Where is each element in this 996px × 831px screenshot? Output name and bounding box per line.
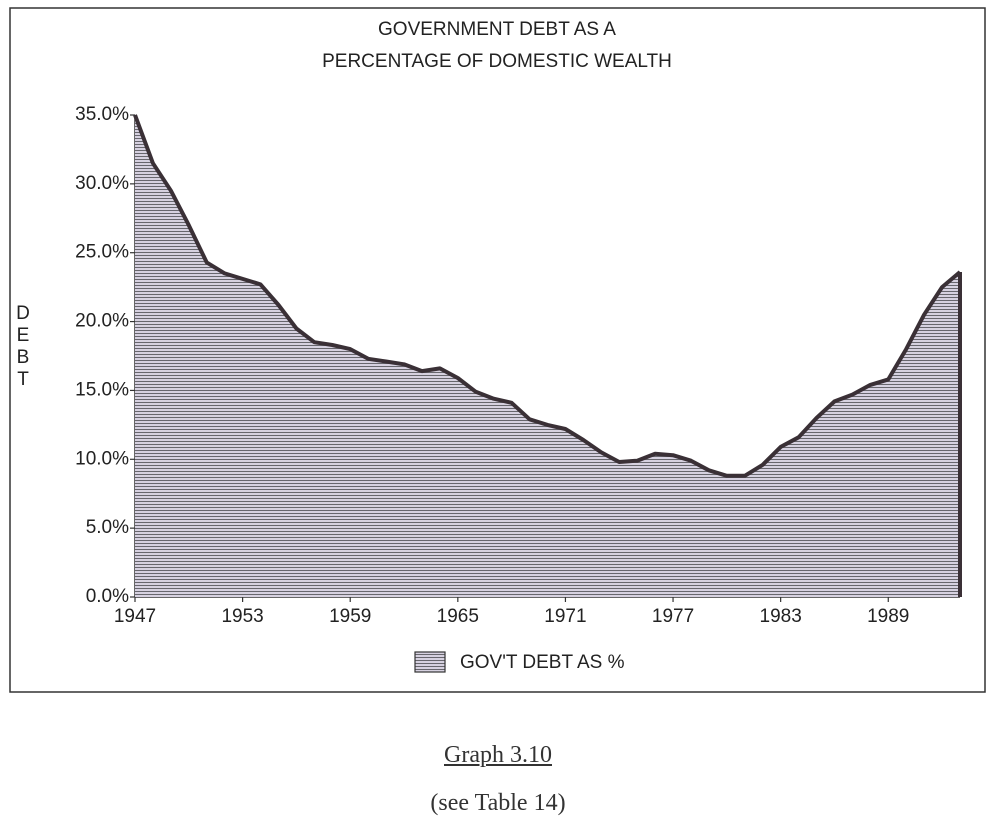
chart-title: PERCENTAGE OF DOMESTIC WEALTH [322, 51, 672, 72]
caption-note: (see Table 14) [430, 790, 566, 816]
x-tick-label: 1977 [652, 606, 694, 627]
x-tick-label: 1983 [760, 606, 802, 627]
x-tick-label: 1971 [544, 606, 586, 627]
y-tick-label: 20.0% [75, 311, 129, 332]
x-tick-label: 1965 [437, 606, 479, 627]
legend-label: GOV'T DEBT AS % [460, 652, 625, 673]
area-line [133, 114, 962, 478]
x-tick-label: 1959 [329, 606, 371, 627]
y-tick-label: 10.0% [75, 448, 129, 469]
y-tick-label: 5.0% [86, 517, 129, 538]
x-tick-label: 1953 [221, 606, 263, 627]
chart-title: GOVERNMENT DEBT AS A [378, 19, 616, 40]
x-tick-label: 1947 [114, 606, 156, 627]
chart-frame [9, 7, 986, 693]
legend-swatch [414, 651, 446, 673]
y-tick-label: 35.0% [75, 104, 129, 125]
area [135, 115, 960, 597]
caption: Graph 3.10 [444, 742, 552, 768]
y-axis-label: DEBT [16, 303, 30, 390]
y-tick-label: 0.0% [86, 586, 129, 607]
y-tick-label: 30.0% [75, 173, 129, 194]
x-tick-label: 1989 [867, 606, 909, 627]
y-tick-label: 25.0% [75, 242, 129, 263]
y-tick-label: 15.0% [75, 379, 129, 400]
